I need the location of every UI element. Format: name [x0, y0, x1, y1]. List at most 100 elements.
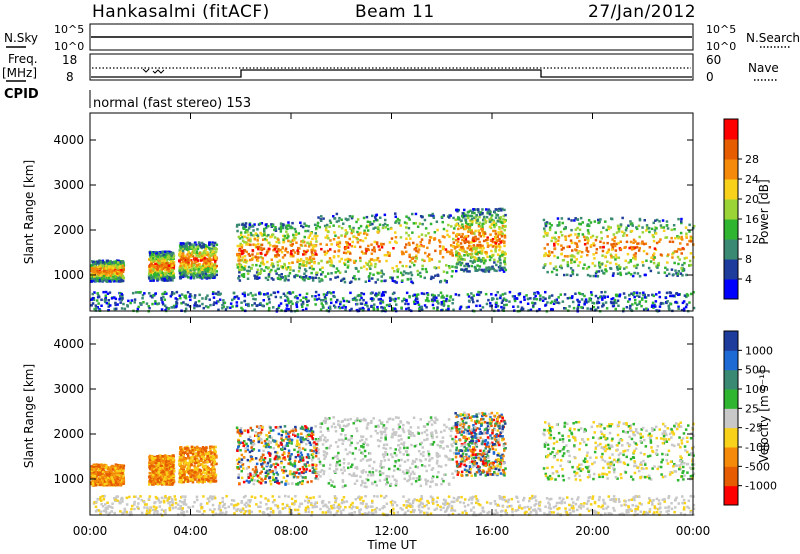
scatter-cell [310, 271, 313, 275]
scatter-cell [104, 267, 108, 270]
scatter-cell [276, 267, 280, 271]
scatter-cell [474, 229, 477, 233]
scatter-cell [376, 257, 380, 260]
scatter-cell [304, 296, 308, 299]
scatter-cell [448, 266, 451, 270]
scatter-cell [689, 235, 693, 239]
scatter-cell [422, 292, 426, 296]
scatter-cell [366, 229, 370, 232]
scatter-cell [379, 216, 382, 219]
scatter-cell [464, 218, 467, 221]
scatter-cell [435, 296, 438, 299]
scatter-cell [488, 258, 492, 262]
scatter-cell [396, 270, 399, 273]
scatter-cell [289, 292, 292, 295]
scatter-cell [394, 221, 397, 224]
scatter-cell [598, 261, 601, 264]
scatter-cell [264, 293, 267, 296]
scatter-cell [651, 234, 654, 237]
scatter-cell [115, 277, 118, 281]
scatter-cell [466, 262, 470, 266]
scatter-cell [394, 236, 398, 239]
scatter-cell [426, 296, 429, 300]
scatter-cell [192, 276, 196, 280]
power-panel-frame [89, 112, 694, 312]
scatter-cell [586, 229, 590, 232]
scatter-cell [211, 253, 214, 256]
scatter-cell [110, 297, 114, 300]
scatter-cell [638, 295, 641, 298]
scatter-cell [653, 229, 657, 232]
scatter-cell [162, 267, 165, 270]
scatter-cell [315, 271, 318, 274]
scatter-cell [605, 269, 608, 273]
scatter-cell [150, 262, 153, 266]
scatter-cell [349, 252, 352, 255]
scatter-cell [611, 238, 614, 241]
scatter-cell [171, 264, 174, 267]
scatter-cell [683, 257, 687, 260]
scatter-cell [200, 252, 204, 256]
scatter-cell [376, 278, 380, 281]
scatter-cell [395, 220, 398, 223]
scatter-cell [159, 274, 163, 277]
scatter-cell [114, 464, 118, 468]
scatter-cell [401, 279, 404, 282]
scatter-cell [549, 301, 553, 305]
scatter-cell [444, 248, 448, 251]
scatter-cell [431, 293, 435, 297]
scatter-cell [359, 245, 362, 249]
scatter-cell [604, 264, 608, 268]
scatter-cell [190, 267, 194, 271]
scatter-cell [186, 267, 189, 270]
scatter-cell [625, 240, 629, 244]
scatter-cell [576, 218, 580, 221]
scatter-cell [586, 241, 589, 245]
scatter-cell [386, 224, 389, 227]
scatter-cell [635, 307, 638, 310]
scatter-cell [297, 232, 301, 235]
scatter-cell [251, 253, 254, 256]
scatter-cell [582, 235, 586, 239]
scatter-cell [210, 274, 213, 278]
scatter-cell [475, 304, 478, 308]
scatter-cell [198, 252, 202, 255]
scatter-cell [543, 227, 546, 230]
scatter-cell [361, 309, 365, 312]
scatter-cell [360, 296, 363, 300]
scatter-cell [487, 298, 490, 302]
scatter-cell [668, 240, 672, 243]
scatter-cell [158, 259, 161, 262]
scatter-cell [455, 245, 459, 248]
scatter-cell [154, 266, 157, 270]
scatter-cell [568, 305, 571, 308]
scatter-cell [301, 308, 305, 312]
scatter-cell [261, 304, 264, 307]
scatter-cell [397, 297, 400, 300]
scatter-cell [384, 290, 387, 294]
scatter-cell [479, 243, 482, 247]
scatter-cell [410, 280, 413, 283]
scatter-cell [308, 276, 311, 279]
scatter-cell [114, 262, 117, 265]
scatter-cell [595, 270, 598, 273]
scatter-cell [457, 227, 460, 231]
scatter-cell [302, 249, 306, 253]
scatter-cell [187, 245, 190, 249]
scatter-cell [501, 226, 504, 230]
scatter-cell [106, 292, 110, 295]
scatter-cell [338, 306, 342, 310]
scatter-cell [334, 276, 337, 279]
scatter-cell [349, 227, 352, 230]
scatter-cell [583, 300, 587, 303]
scatter-cell [158, 272, 162, 275]
scatter-cell [161, 301, 164, 304]
scatter-cell [208, 259, 211, 263]
scatter-cell [503, 228, 506, 232]
scatter-cell [674, 300, 678, 304]
scatter-cell [279, 277, 282, 281]
scatter-cell [677, 307, 680, 310]
scatter-cell [497, 231, 500, 234]
scatter-cell [100, 298, 103, 301]
scatter-cell [256, 268, 260, 272]
